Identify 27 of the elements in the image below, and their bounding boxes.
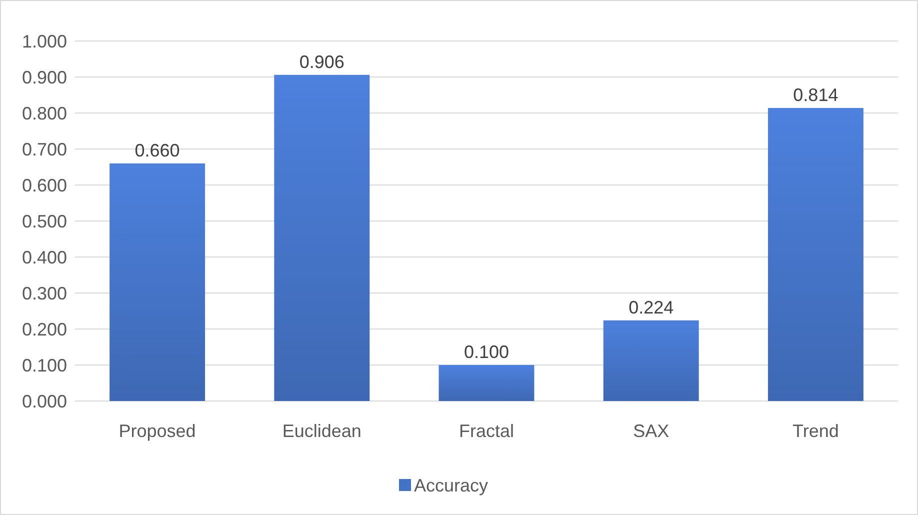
y-tick-label: 0.200 [22, 319, 67, 340]
y-tick-label: 0.600 [22, 175, 67, 196]
data-label: 0.814 [793, 84, 838, 105]
bar [110, 163, 206, 401]
bar [603, 320, 699, 401]
legend-label: Accuracy [414, 475, 488, 496]
y-tick-label: 0.100 [22, 355, 67, 376]
data-label: 0.224 [628, 297, 674, 318]
x-tick-label: SAX [633, 421, 670, 441]
data-label: 0.660 [134, 140, 180, 160]
y-tick-label: 0.500 [22, 211, 67, 232]
y-tick-label: 0.300 [22, 283, 67, 304]
y-tick-label: 0.000 [22, 391, 67, 412]
data-label: 0.906 [299, 52, 344, 72]
bar [438, 365, 534, 401]
x-tick-label: Proposed [118, 421, 196, 441]
y-tick-label: 0.900 [22, 67, 67, 88]
bar [768, 108, 864, 401]
x-tick-label: Euclidean [282, 421, 362, 441]
y-tick-label: 0.700 [22, 139, 67, 160]
x-tick-label: Fractal [458, 421, 514, 441]
y-tick-label: 0.800 [22, 103, 67, 124]
y-tick-label: 1.000 [22, 31, 67, 52]
bar [274, 74, 370, 401]
y-tick-label: 0.400 [22, 247, 67, 268]
x-tick-label: Trend [792, 421, 839, 441]
data-label: 0.100 [464, 342, 510, 362]
